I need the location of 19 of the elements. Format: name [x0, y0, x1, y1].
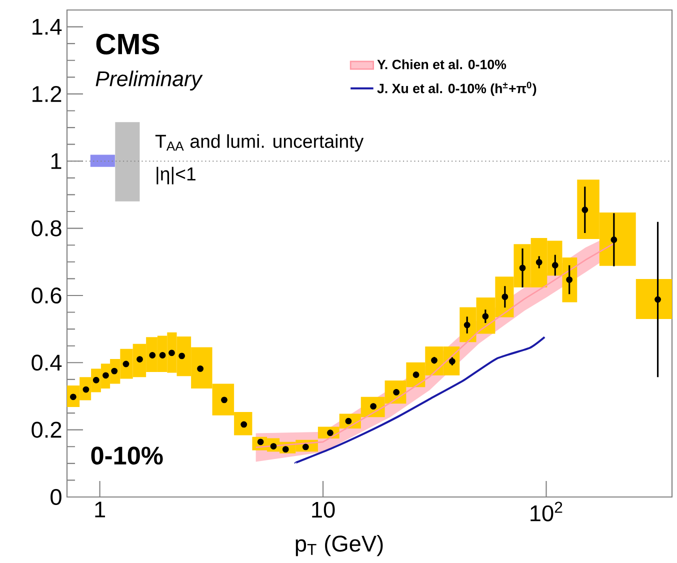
x-axis-title: p$_{T}$ (GeV) — [296, 535, 383, 556]
y-tick-label: 0.4 — [32, 354, 62, 371]
legend-label: J. Xu et al. 0-10% (h$^{±}$+π$^{0}$) — [377, 82, 536, 96]
annotation: CMS — [96, 34, 160, 54]
y-tick-label: 1 — [51, 153, 62, 169]
y-tick-label: 0.8 — [32, 220, 62, 236]
x-tick-label: 10 — [312, 502, 335, 518]
annotation: T$_{AA}$ and lumi. uncertainty — [155, 134, 364, 152]
y-tick-label: 0.6 — [32, 287, 62, 304]
x-tick-label: 10$^{2}$ — [530, 502, 562, 522]
x-tick-label: 1 — [95, 502, 105, 518]
annotation: Preliminary — [96, 70, 203, 91]
legend-label: Y. Chien et al. 0-10% — [377, 59, 506, 70]
y-tick-label: 1.4 — [32, 18, 62, 35]
y-tick-label: 0 — [50, 488, 62, 506]
annotation: 0-10% — [91, 446, 163, 465]
annotation: |η|<1 — [156, 166, 196, 184]
y-tick-label: 0.2 — [32, 422, 62, 438]
y-tick-label: 1.2 — [32, 86, 62, 102]
